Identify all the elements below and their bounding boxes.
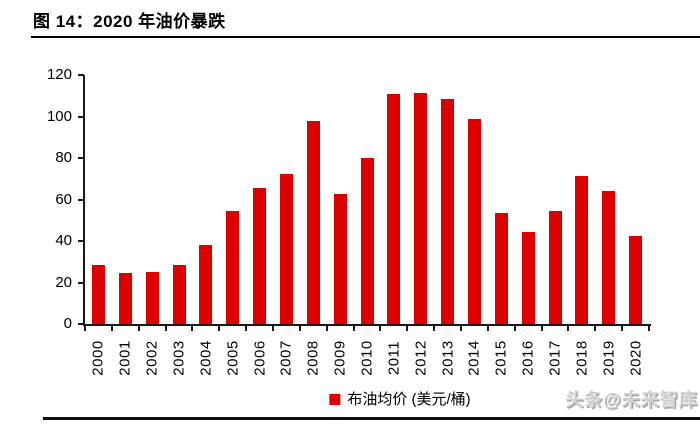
bar-2004	[199, 245, 213, 324]
bar-2007	[279, 173, 293, 324]
x-axis-label-2019: 2019	[600, 340, 618, 376]
y-axis-tick-label: 60	[55, 190, 72, 208]
x-axis-tick	[486, 326, 489, 331]
bar-2002	[145, 272, 159, 324]
x-axis-label-2012: 2012	[412, 340, 430, 376]
x-axis-tick	[594, 326, 597, 331]
y-axis-tick-label: 120	[46, 66, 72, 83]
x-axis-tick	[137, 326, 140, 331]
bar-2008	[306, 120, 320, 324]
x-axis-tick	[540, 326, 543, 331]
bar-2015	[494, 212, 508, 324]
bar-2013	[441, 98, 455, 324]
chart-plot-area	[83, 75, 651, 326]
x-axis-tick	[164, 326, 167, 331]
bar-2010	[360, 158, 374, 324]
x-axis-tick	[433, 326, 436, 331]
bar-2019	[602, 191, 616, 324]
bar-2018	[575, 175, 589, 324]
y-axis-tick	[78, 323, 84, 325]
bar-2000	[91, 264, 105, 324]
x-axis-label-2013: 2013	[439, 340, 457, 376]
legend-label: 布油均价 (美元/桶)	[347, 391, 471, 408]
figure-title: 图 14：2020 年油价暴跌	[33, 12, 226, 31]
x-axis-tick	[110, 326, 113, 331]
bar-2005	[226, 210, 240, 324]
x-axis-tick	[245, 326, 248, 331]
x-axis-label-2000: 2000	[89, 340, 107, 376]
x-axis-tick	[513, 326, 516, 331]
x-axis-tick	[272, 326, 274, 331]
x-axis-label-2014: 2014	[465, 340, 483, 376]
bar-2012	[414, 92, 428, 324]
bar-2011	[387, 93, 401, 324]
x-axis-label-2003: 2003	[170, 340, 188, 376]
x-axis-label-2020: 2020	[627, 340, 645, 376]
bar-2014	[467, 118, 481, 324]
x-axis-tick	[567, 326, 570, 331]
x-axis-label-2002: 2002	[143, 340, 161, 376]
x-axis-tick	[621, 326, 624, 331]
x-axis-label-2016: 2016	[519, 340, 537, 376]
x-axis-label-2018: 2018	[573, 340, 591, 376]
chart-legend: 布油均价 (美元/桶)	[329, 388, 471, 409]
y-axis-tick	[78, 157, 84, 159]
watermark-text: 头条@未来智库	[565, 390, 698, 410]
x-axis-label-2017: 2017	[546, 340, 564, 376]
y-axis-tick-label: 0	[63, 315, 72, 332]
bar-2016	[521, 231, 535, 324]
x-axis-label-2008: 2008	[304, 340, 322, 376]
x-axis-tick	[379, 326, 382, 331]
x-axis-label-2006: 2006	[251, 340, 269, 376]
x-axis-tick	[352, 326, 355, 331]
x-axis-tick	[648, 326, 650, 331]
title-separator-line	[31, 36, 700, 38]
bar-2003	[172, 264, 186, 324]
x-axis-tick	[84, 326, 86, 331]
y-axis-tick-label: 100	[46, 107, 72, 125]
bottom-separator-line	[43, 417, 700, 420]
legend-color-swatch	[329, 393, 341, 405]
y-axis-tick-label: 40	[55, 232, 72, 249]
x-axis-tick	[218, 326, 221, 331]
y-axis-tick	[78, 74, 84, 76]
x-axis-label-2010: 2010	[358, 340, 376, 376]
y-axis-tick-label: 80	[55, 149, 72, 166]
x-axis-label-2009: 2009	[331, 340, 349, 376]
bar-2009	[333, 194, 347, 324]
x-axis-tick	[298, 326, 301, 331]
bar-2017	[548, 210, 562, 324]
x-axis-label-2007: 2007	[277, 340, 295, 376]
y-axis-tick	[78, 281, 84, 284]
x-axis-tick	[191, 326, 194, 331]
bar-2020	[629, 235, 643, 324]
x-axis-label-2015: 2015	[492, 340, 510, 376]
x-axis-tick	[325, 326, 328, 331]
x-axis-label-2005: 2005	[224, 340, 242, 376]
x-axis-tick	[406, 326, 409, 331]
bar-2001	[118, 273, 132, 324]
x-axis-tick	[460, 326, 462, 331]
x-axis-label-2004: 2004	[197, 340, 215, 376]
x-axis-label-2011: 2011	[385, 340, 403, 376]
bar-2006	[253, 188, 267, 324]
y-axis-tick	[78, 115, 84, 118]
y-axis-tick	[78, 198, 84, 201]
x-axis-label-2001: 2001	[116, 340, 134, 376]
y-axis-tick-label: 20	[55, 273, 72, 291]
y-axis-tick	[78, 240, 84, 242]
